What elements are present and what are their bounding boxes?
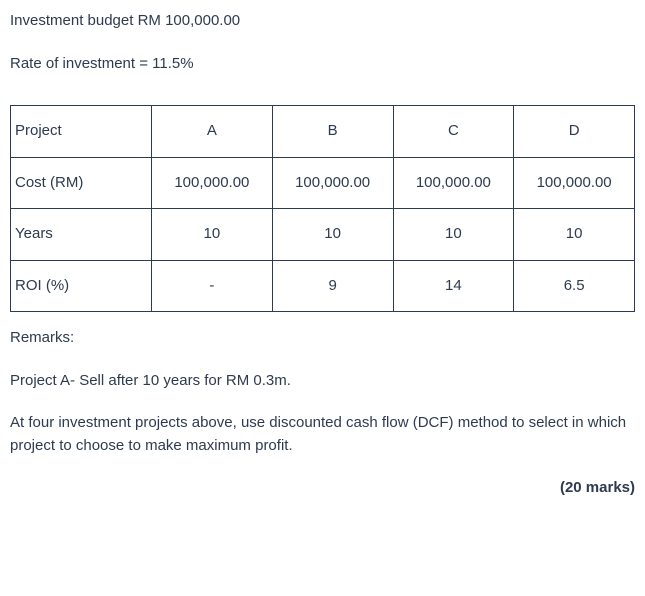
cell: 14: [393, 260, 514, 312]
row-label: Project: [11, 106, 152, 158]
row-label: ROI (%): [11, 260, 152, 312]
cell: B: [272, 106, 393, 158]
cell: D: [514, 106, 635, 158]
cell: C: [393, 106, 514, 158]
cell: 100,000.00: [393, 157, 514, 209]
cell: 10: [152, 209, 273, 261]
row-label: Years: [11, 209, 152, 261]
projects-table: Project A B C D Cost (RM) 100,000.00 100…: [10, 105, 635, 312]
cell: A: [152, 106, 273, 158]
cell: -: [152, 260, 273, 312]
marks-line: (20 marks): [10, 477, 635, 500]
table-row: Years 10 10 10 10: [11, 209, 635, 261]
table-row: Project A B C D: [11, 106, 635, 158]
remarks-heading: Remarks:: [10, 327, 635, 350]
remark-line: Project A- Sell after 10 years for RM 0.…: [10, 370, 635, 393]
budget-line: Investment budget RM 100,000.00: [10, 10, 635, 33]
table-row: Cost (RM) 100,000.00 100,000.00 100,000.…: [11, 157, 635, 209]
cell: 100,000.00: [272, 157, 393, 209]
cell: 100,000.00: [152, 157, 273, 209]
cell: 10: [514, 209, 635, 261]
cell: 6.5: [514, 260, 635, 312]
cell: 10: [393, 209, 514, 261]
intro-block: Investment budget RM 100,000.00 Rate of …: [10, 10, 635, 75]
row-label: Cost (RM): [11, 157, 152, 209]
remark-line: At four investment projects above, use d…: [10, 412, 635, 457]
cell: 10: [272, 209, 393, 261]
table-row: ROI (%) - 9 14 6.5: [11, 260, 635, 312]
rate-line: Rate of investment = 11.5%: [10, 53, 635, 76]
remarks-block: Remarks: Project A- Sell after 10 years …: [10, 327, 635, 457]
cell: 9: [272, 260, 393, 312]
cell: 100,000.00: [514, 157, 635, 209]
